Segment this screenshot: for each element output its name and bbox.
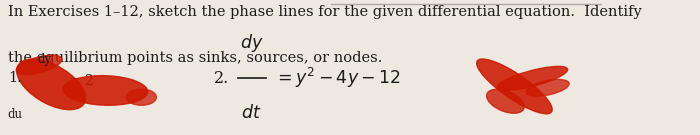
Text: dy: dy [37,53,51,66]
Ellipse shape [16,55,62,74]
Text: 1.: 1. [8,71,22,85]
Ellipse shape [63,76,148,105]
Ellipse shape [486,89,524,113]
Text: the equilibrium points as sinks, sources, or nodes.: the equilibrium points as sinks, sources… [8,51,382,65]
Text: $dt$: $dt$ [241,104,262,122]
Ellipse shape [477,59,552,114]
Text: du: du [8,109,23,122]
Text: In Exercises 1–12, sketch the phase lines for the given differential equation.  : In Exercises 1–12, sketch the phase line… [8,5,642,19]
Ellipse shape [526,79,569,96]
Ellipse shape [127,89,156,105]
Text: = 2: = 2 [69,74,94,88]
Ellipse shape [17,59,85,110]
Text: $= y^2 - 4y - 12$: $= y^2 - 4y - 12$ [274,66,400,90]
Ellipse shape [497,66,568,90]
Text: 2.: 2. [214,70,229,87]
Text: $dy$: $dy$ [240,32,263,54]
